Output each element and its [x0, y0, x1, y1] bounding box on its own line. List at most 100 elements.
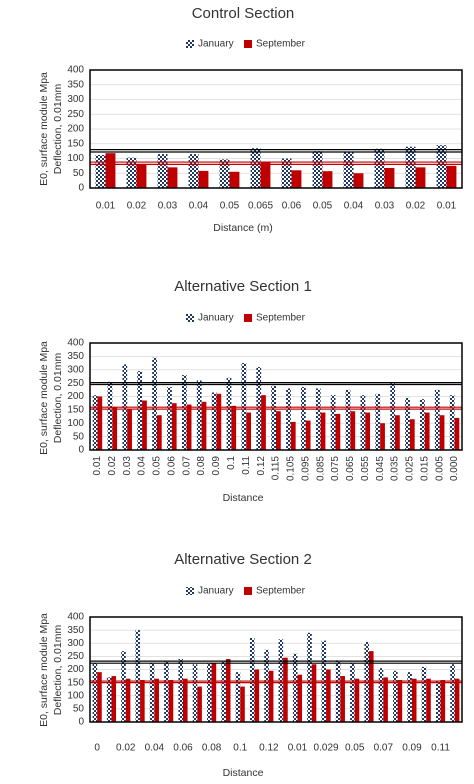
y-tick-label: 0: [78, 183, 84, 194]
bar: [121, 651, 126, 722]
bar: [395, 415, 400, 450]
legend-label: September: [256, 39, 306, 50]
x-tick-label: 0.05: [345, 743, 365, 754]
legend-label: September: [256, 313, 306, 324]
y-axis-label: Deflection, 0.01mm: [52, 625, 64, 716]
plot-frame: [89, 616, 463, 723]
bar: [286, 388, 291, 450]
legend-swatch: [244, 314, 252, 322]
bar: [181, 375, 187, 450]
x-tick-label: 0.04: [145, 743, 165, 754]
x-tick-label: 0.115: [271, 456, 282, 481]
bar: [365, 412, 371, 450]
y-axis-label: Deflection, 0.01mm: [52, 353, 64, 444]
x-tick-label: 0.04: [344, 201, 364, 212]
x-tick-label: 0.07: [181, 456, 192, 476]
bar: [426, 678, 431, 722]
bar: [281, 158, 292, 188]
x-tick-label: 0.1: [226, 456, 237, 470]
bar: [164, 661, 169, 722]
bar: [261, 395, 266, 450]
x-tick-label: 0.12: [256, 456, 267, 476]
bar: [322, 171, 333, 188]
bar: [125, 678, 131, 722]
bar: [207, 662, 212, 722]
x-tick-label: 0.09: [402, 743, 422, 754]
bar: [384, 167, 395, 188]
bar: [407, 672, 412, 722]
x-tick-label: 0.11: [241, 456, 252, 475]
x-axis-label: Distance (m): [213, 222, 273, 234]
plot-frame: [89, 342, 463, 451]
bar: [211, 662, 217, 722]
x-axis-label: Distance: [223, 767, 264, 779]
y-tick-label: 350: [67, 625, 84, 636]
bar: [307, 632, 312, 722]
y-tick-label: 50: [73, 431, 85, 442]
y-tick-label: 350: [67, 351, 84, 362]
bar: [201, 401, 207, 450]
bar: [271, 385, 276, 450]
bar: [290, 421, 296, 450]
bar: [264, 649, 269, 722]
x-tick-label: 0.05: [152, 456, 163, 476]
y-tick-label: 100: [67, 153, 84, 164]
bar: [140, 680, 145, 722]
bar: [167, 387, 172, 450]
x-axis-label: Distance: [223, 492, 264, 504]
x-tick-label: 0.085: [315, 456, 326, 481]
bar: [211, 392, 217, 450]
bar: [440, 680, 446, 722]
x-tick-label: 0.12: [259, 743, 279, 754]
bar: [196, 380, 202, 450]
y-tick-label: 200: [67, 664, 84, 675]
x-tick-label: 0.08: [196, 456, 207, 476]
y-tick-label: 400: [67, 612, 84, 623]
bar: [142, 400, 147, 450]
x-tick-label: 0.01: [96, 201, 116, 212]
y-tick-label: 200: [67, 124, 84, 135]
bar: [326, 669, 331, 722]
x-tick-label: 0.06: [166, 456, 177, 476]
y-tick-label: 50: [73, 168, 85, 179]
bar: [353, 173, 364, 188]
bar: [421, 666, 427, 722]
bar: [335, 413, 341, 450]
legend-swatch: [186, 587, 194, 595]
x-tick-label: 0.02: [116, 743, 136, 754]
bar: [454, 678, 460, 722]
bar: [439, 415, 445, 450]
bar: [126, 157, 137, 188]
bar: [364, 641, 369, 722]
legend-swatch: [244, 40, 252, 48]
x-tick-label: 0.095: [300, 456, 311, 481]
bar: [137, 371, 143, 450]
bar: [231, 405, 237, 450]
bar: [435, 681, 441, 722]
bar: [374, 148, 385, 188]
bar: [380, 423, 385, 450]
bar: [229, 171, 240, 188]
legend-swatch: [186, 314, 194, 322]
bar: [283, 657, 288, 722]
bar: [292, 653, 298, 722]
bar: [235, 672, 241, 722]
bar: [291, 170, 302, 188]
bar: [240, 686, 245, 722]
bar: [345, 389, 351, 450]
legend-label: January: [198, 313, 234, 324]
y-axis-label: E0, surface module Mpa: [38, 613, 50, 727]
chart: Alternative Section 2 January September 0 50…: [38, 551, 463, 779]
bar: [92, 662, 98, 722]
x-tick-label: 0.075: [330, 456, 341, 481]
y-tick-label: 0: [78, 445, 84, 456]
bar: [320, 412, 326, 450]
bar: [168, 680, 174, 722]
y-tick-label: 250: [67, 651, 84, 662]
bar: [156, 415, 162, 450]
x-tick-label: 0.05: [220, 201, 240, 212]
x-tick-label: 0.08: [202, 743, 222, 754]
bar: [340, 676, 345, 722]
bar: [343, 152, 354, 188]
y-tick-label: 0: [78, 717, 84, 728]
